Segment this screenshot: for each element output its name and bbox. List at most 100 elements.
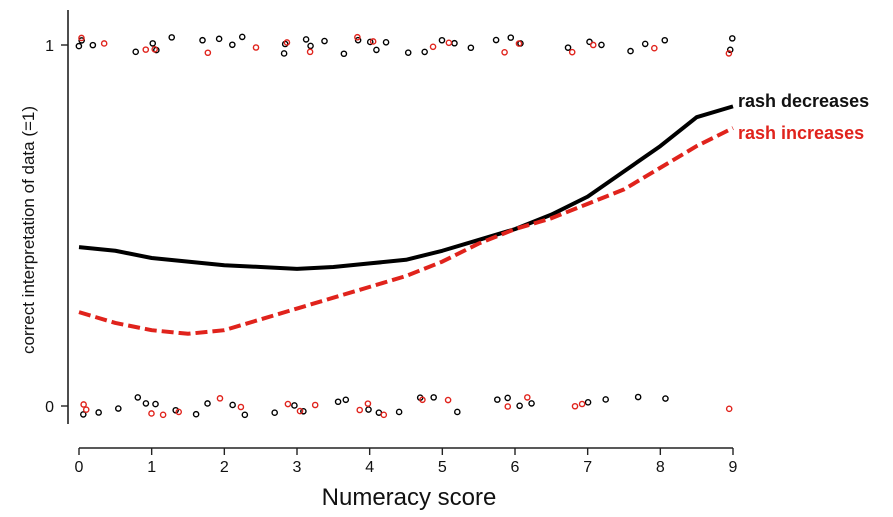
data-point-rash-increases [364, 400, 372, 407]
data-point-rash-increases [252, 44, 260, 51]
x-tick-label: 8 [656, 459, 665, 476]
jitter-points [75, 33, 736, 419]
data-point-rash-decreases [492, 36, 500, 44]
legend-label-rash-decreases: rash decreases [738, 91, 869, 111]
data-point-rash-decreases [662, 395, 669, 402]
data-point-rash-decreases [321, 37, 328, 45]
data-point-rash-decreases [504, 394, 511, 402]
data-point-rash-decreases [528, 400, 535, 407]
data-point-rash-increases [429, 43, 437, 51]
data-point-rash-increases [501, 49, 508, 56]
data-point-rash-decreases [634, 393, 642, 401]
data-point-rash-decreases [334, 398, 342, 406]
data-point-rash-decreases [584, 399, 592, 406]
data-point-rash-decreases [168, 34, 176, 41]
data-point-rash-decreases [291, 402, 298, 409]
data-point-rash-decreases [280, 50, 288, 57]
data-point-rash-increases [354, 33, 361, 41]
data-point-rash-increases [515, 40, 523, 47]
data-point-rash-decreases [75, 42, 83, 50]
data-point-rash-increases [142, 46, 150, 53]
data-point-rash-decreases [373, 46, 380, 54]
data-point-rash-increases [369, 38, 377, 45]
data-point-rash-decreases [516, 402, 523, 410]
data-point-rash-decreases [340, 50, 348, 58]
data-point-rash-decreases [602, 396, 609, 403]
data-point-rash-decreases [454, 408, 461, 416]
x-tick-label: 5 [438, 459, 447, 476]
data-point-rash-decreases [238, 33, 246, 41]
data-point-rash-increases [80, 401, 87, 408]
data-point-rash-decreases [307, 42, 314, 50]
data-point-rash-increases [204, 49, 212, 57]
data-point-rash-increases [504, 403, 512, 410]
legend-label-rash-increases: rash increases [738, 123, 864, 143]
data-point-rash-increases [306, 48, 314, 56]
data-point-rash-decreases [586, 38, 593, 46]
data-point-rash-decreases [726, 46, 734, 54]
x-tick-label: 4 [365, 459, 374, 476]
data-point-rash-increases [380, 411, 388, 419]
data-point-rash-decreases [241, 411, 249, 419]
data-point-rash-decreases [300, 407, 307, 415]
axes [67, 10, 733, 449]
data-point-rash-decreases [80, 411, 87, 418]
data-point-rash-increases [356, 406, 364, 414]
data-point-rash-decreases [215, 35, 223, 43]
data-point-rash-increases [296, 407, 304, 415]
data-point-rash-decreases [192, 410, 200, 418]
data-point-rash-decreases [271, 409, 278, 417]
data-point-rash-increases [148, 410, 155, 417]
data-point-rash-increases [151, 45, 159, 53]
x-tick-label: 7 [583, 459, 592, 476]
data-point-rash-increases [419, 396, 426, 404]
data-point-rash-decreases [95, 409, 102, 416]
data-point-rash-decreases [438, 36, 446, 44]
y-tick-label: 0 [45, 399, 54, 416]
data-point-rash-increases [159, 411, 167, 419]
data-point-rash-decreases [115, 405, 122, 412]
x-tick-label: 0 [75, 459, 84, 476]
series-labels: rash decreases rash increases [738, 91, 869, 143]
x-tick-label: 1 [147, 459, 156, 476]
data-point-rash-decreases [467, 44, 475, 52]
data-point-rash-decreases [421, 48, 428, 56]
data-point-rash-increases [444, 396, 452, 404]
data-point-rash-decreases [142, 400, 150, 407]
data-point-rash-decreases [152, 400, 159, 408]
data-point-rash-increases [284, 400, 292, 408]
data-point-rash-increases [571, 402, 579, 410]
data-point-rash-increases [216, 395, 224, 402]
data-point-rash-decreases [149, 40, 157, 47]
x-tick-label: 9 [729, 459, 738, 476]
data-point-rash-decreases [89, 41, 97, 49]
y-axis-title: correct interpretation of data (=1) [19, 106, 38, 354]
data-point-rash-decreases [302, 36, 310, 43]
data-point-rash-decreases [204, 400, 211, 407]
data-point-rash-increases [82, 406, 90, 413]
data-point-rash-decreases [451, 39, 458, 47]
data-point-rash-decreases [395, 408, 403, 416]
ticks: 0 1 2 3 4 5 6 7 8 9 0 1 [45, 38, 737, 476]
series-lines [78, 104, 734, 336]
data-point-rash-decreases [229, 401, 236, 409]
data-point-rash-decreases [132, 48, 140, 56]
data-point-rash-decreases [382, 39, 390, 46]
y-tick-label: 1 [45, 38, 54, 55]
data-point-rash-increases [445, 39, 453, 47]
data-point-rash-increases [725, 50, 733, 57]
data-point-rash-increases [100, 40, 108, 47]
line-rash-increases [78, 126, 734, 336]
data-point-rash-increases [578, 400, 586, 408]
data-point-rash-decreases [229, 41, 236, 49]
data-point-rash-decreases [199, 36, 206, 44]
data-point-rash-decreases [354, 36, 362, 44]
data-point-rash-decreases [627, 47, 634, 55]
data-point-rash-increases [568, 48, 576, 56]
x-axis-title: Numeracy score [322, 484, 497, 511]
data-point-rash-increases [651, 44, 658, 52]
data-point-rash-decreases [78, 37, 85, 44]
data-point-rash-increases [589, 41, 597, 49]
line-rash-decreases [78, 104, 734, 271]
